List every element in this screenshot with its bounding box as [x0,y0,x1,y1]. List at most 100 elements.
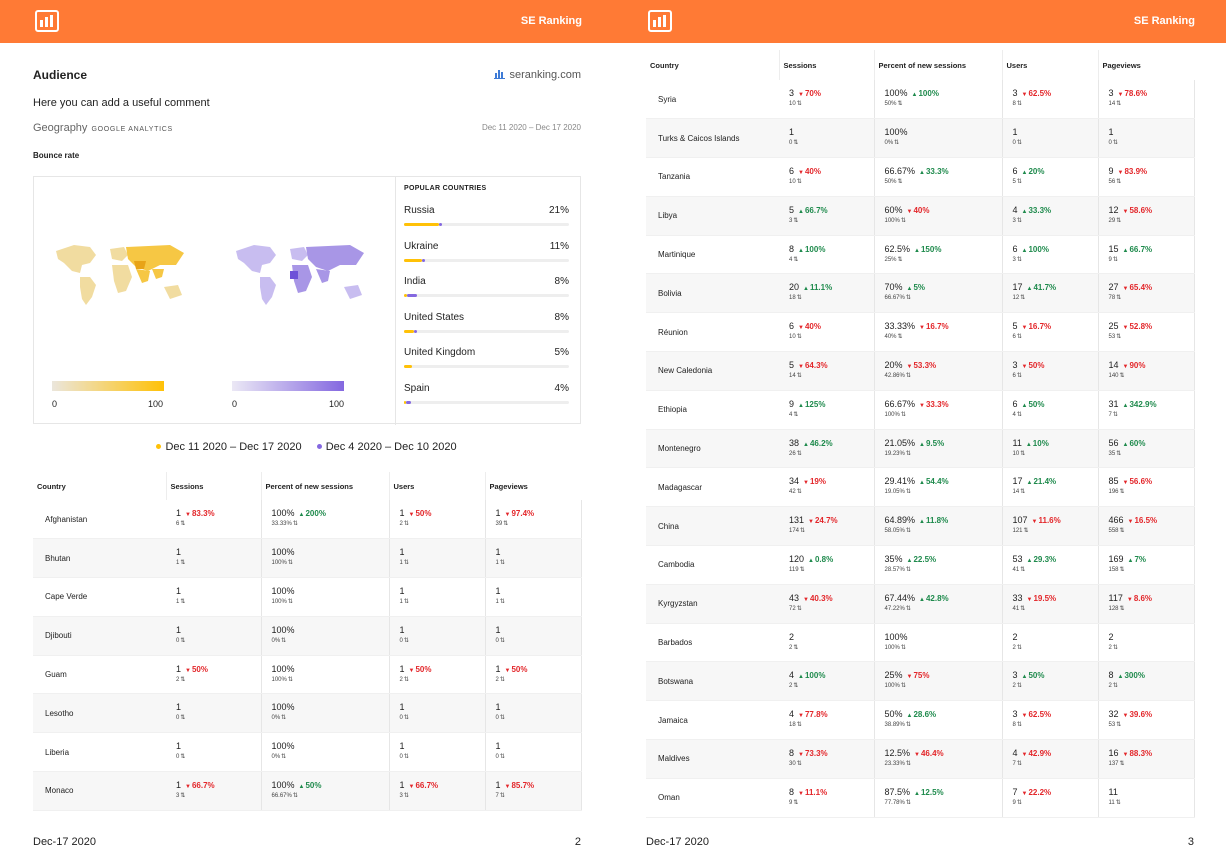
previous-value: 1⇅ [400,598,481,605]
column-header-sessions[interactable]: Sessions [166,472,262,500]
column-header-users[interactable]: Users [389,472,486,500]
country-percent: 8% [554,276,569,287]
previous-value: 0⇅ [176,753,257,760]
delta-value: ▼16.5% [1128,516,1158,525]
delta-value: ▼50% [409,509,432,518]
delta-percent: 125% [804,399,826,409]
current-value: 120 [789,554,805,565]
compare-icon: ⇅ [800,528,806,535]
delta-value: ▲29.3% [1027,555,1057,564]
previous-value: 35⇅ [1109,450,1190,457]
delta-percent: 11.1% [804,787,828,797]
delta-percent: 20% [1028,167,1045,177]
country-name: India [404,276,426,287]
previous-number: 10 [789,179,796,186]
previous-value: 30⇅ [789,760,870,767]
column-header-new-sessions[interactable]: Percent of new sessions [261,472,390,500]
delta-percent: 0.8% [814,555,834,565]
previous-number: 72 [789,605,796,612]
arrow-up-icon: ▲ [1026,558,1033,565]
country-cell: Cape Verde [33,577,166,617]
users-cell: 33 ▼19.5% 41⇅ [1002,584,1099,624]
previous-number: 2 [399,521,403,527]
delta-value: ▲50% [1022,671,1045,680]
pageviews-cell: 1 1⇅ [485,538,582,579]
previous-value: 0⇅ [400,637,481,644]
previous-value: 7⇅ [1109,411,1190,418]
compare-icon: ⇅ [503,521,509,527]
previous-number: 3 [1012,217,1016,224]
current-value: 1 [176,586,182,597]
value-line: 100% [272,586,385,596]
current-value: 4 [1012,748,1018,759]
previous-number: 174 [789,528,800,535]
previous-value: 3⇅ [176,792,257,799]
previous-number: 29 [1108,217,1116,224]
site-link[interactable]: seranking.com [494,69,581,81]
previous-value: 9⇅ [789,799,870,806]
progress-fill-current [404,258,423,262]
delta-percent: 11.1% [809,283,833,293]
column-header-sessions[interactable]: Sessions [779,50,875,80]
compare-icon: ⇅ [403,560,409,567]
column-header-new-sessions[interactable]: Percent of new sessions [874,50,1003,80]
previous-number: 100% [884,644,900,651]
previous-number: 42.86% [884,373,905,380]
value-line: 6 ▲100% [1013,244,1094,254]
value-line: 1 ▼66.7% [176,780,257,790]
delta-percent: 66.7% [415,781,439,791]
previous-number: 35 [1108,450,1116,457]
new-sessions-cell: 66.67% ▼33.3% 100%⇅ [874,390,1003,430]
column-header-users[interactable]: Users [1002,50,1099,80]
column-header-country[interactable]: Country [33,472,167,500]
arrow-down-icon: ▼ [1122,752,1129,759]
current-value: 1 [399,663,405,674]
previous-value: 4⇅ [1013,411,1094,418]
arrow-up-icon: ▲ [298,512,305,518]
sessions-cell: 4 ▼77.8% 18⇅ [779,700,875,741]
delta-percent: 50% [511,664,528,674]
column-header-pageviews[interactable]: Pageviews [489,481,528,491]
delta-value: ▲41.7% [1027,283,1057,292]
previous-number: 41 [1012,567,1020,574]
delta-value: ▲33.3% [1022,206,1052,215]
previous-value: 558⇅ [1109,527,1190,534]
country-cell: Syria [646,80,779,120]
previous-value: 33.33%⇅ [272,520,385,527]
column-header-pageviews[interactable]: Pageviews [1102,60,1141,70]
delta-percent: 50% [1028,671,1045,681]
value-line: 466 ▼16.5% [1109,515,1190,525]
delta-value: ▲46.2% [803,439,833,448]
delta-percent: 50% [1028,399,1045,409]
legend-item-current[interactable]: Dec 11 2020 – Dec 17 2020 [156,441,302,453]
previous-number: 50% [884,101,897,107]
progress-fill-previous [407,294,418,297]
current-value: 5 [1012,321,1018,332]
previous-value: 119⇅ [789,566,870,573]
previous-value: 121⇅ [1013,527,1094,534]
pageviews-cell: 27 ▼65.4% 78⇅ [1098,273,1195,314]
arrow-up-icon: ▲ [1122,247,1129,254]
current-value: 1 [176,780,182,791]
delta-value: ▼22.2% [1022,788,1052,797]
current-value: 117 [1108,592,1123,603]
arrow-up-icon: ▲ [906,286,913,293]
value-line: 1 ▼97.4% [496,508,577,518]
previous-number: 9 [789,799,793,806]
compare-icon: ⇅ [1115,799,1121,806]
previous-value: 196⇅ [1109,488,1190,495]
table-row: Cambodia 120 ▲0.8% 119⇅ 35% ▲22.5% 28.57%⇅ 53 ▲2… [646,545,1195,585]
current-value: 62.5% [884,243,911,254]
arrow-up-icon: ▲ [906,558,913,565]
previous-number: 41 [1012,605,1020,612]
value-line: 53 ▲29.3% [1013,554,1094,564]
table-row: New Caledonia 5 ▼64.3% 14⇅ 20% ▼53.3% 42.86%⇅ 3… [646,351,1195,391]
previous-number: 9 [1012,799,1016,806]
value-line: 1 ▼50% [400,664,481,674]
delta-value: ▼53.3% [907,361,937,370]
current-value: 67.44% [884,592,916,603]
arrow-down-icon: ▼ [1021,364,1028,371]
column-header-country[interactable]: Country [646,50,780,80]
previous-value: 8⇅ [1013,721,1094,728]
legend-item-previous[interactable]: Dec 4 2020 – Dec 10 2020 [316,441,457,453]
